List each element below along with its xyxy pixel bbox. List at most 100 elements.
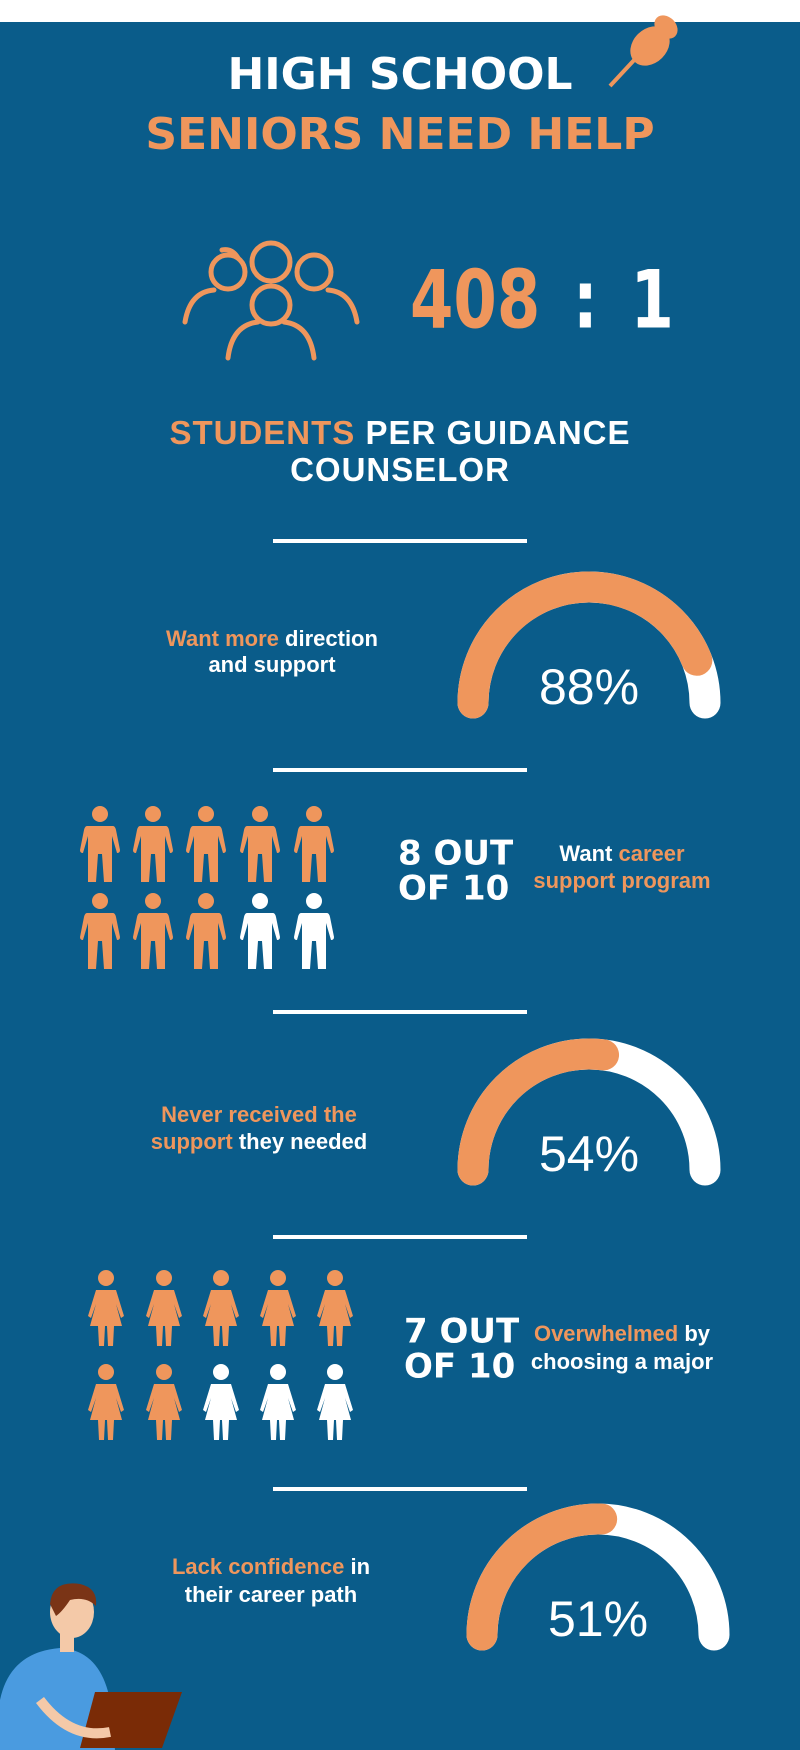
section-text: support program	[533, 868, 710, 893]
person-icon	[146, 1364, 182, 1440]
person-head	[252, 893, 268, 909]
person-icon	[260, 1270, 296, 1346]
caption-line: STUDENTS PER GUIDANCE	[169, 414, 630, 451]
section-text: Never received the	[161, 1102, 357, 1127]
section-text: Overwhelmed by	[534, 1321, 711, 1346]
ratio-right: 1	[631, 252, 674, 346]
section-text-segment: Never received the	[161, 1102, 357, 1127]
section-text-segment: by	[684, 1321, 710, 1346]
person-head	[145, 893, 161, 909]
caption-line-segment: PER GUIDANCE	[365, 414, 630, 451]
section-text-segment: and support	[208, 652, 336, 677]
person-icon	[240, 893, 280, 969]
person-body	[294, 826, 334, 882]
caption-line: COUNSELOR	[290, 451, 510, 488]
person-body	[317, 1384, 353, 1440]
person-body	[203, 1384, 239, 1440]
person-icon	[146, 1270, 182, 1346]
section-text: and support	[208, 652, 336, 677]
person-body	[186, 913, 226, 969]
person-icon	[240, 806, 280, 882]
illustration-student	[0, 1583, 182, 1750]
person-icon	[186, 893, 226, 969]
person-body	[317, 1290, 353, 1346]
gauge-label: 51%	[548, 1591, 648, 1647]
person-icon	[133, 806, 173, 882]
section-text-segment: Want	[559, 841, 613, 866]
person-head	[213, 1364, 229, 1380]
person-body	[80, 826, 120, 882]
person-body	[186, 826, 226, 882]
person-icon	[317, 1270, 353, 1346]
person-head	[327, 1364, 343, 1380]
person-body	[133, 826, 173, 882]
person-icon	[80, 806, 120, 882]
person-icon	[294, 806, 334, 882]
section-text: Want more direction	[166, 626, 378, 651]
person-body	[133, 913, 173, 969]
section-text-segment: career	[619, 841, 686, 866]
section-text-segment: choosing a major	[531, 1349, 714, 1374]
caption-line-segment: STUDENTS	[169, 414, 355, 451]
person-head	[327, 1270, 343, 1286]
person-head	[156, 1270, 172, 1286]
person-head	[98, 1270, 114, 1286]
person-icon	[80, 893, 120, 969]
person-head	[198, 893, 214, 909]
person-body	[146, 1384, 182, 1440]
ratio-separator: :	[573, 252, 598, 346]
person-body	[88, 1290, 124, 1346]
title-line-2: SENIORS NEED HELP	[145, 109, 654, 160]
stat-line: OF 10	[404, 1347, 515, 1387]
section-text-segment: support	[151, 1129, 234, 1154]
title-line-1: HIGH SCHOOL	[227, 49, 572, 100]
person-head	[306, 806, 322, 822]
person-icon	[203, 1270, 239, 1346]
section-text-segment: their career path	[185, 1582, 357, 1607]
pushpin	[608, 15, 678, 88]
section-text: choosing a major	[531, 1349, 714, 1374]
person-body	[260, 1290, 296, 1346]
background	[0, 22, 800, 1750]
section-text-segment: support program	[533, 868, 710, 893]
person-icon	[133, 893, 173, 969]
person-head	[92, 806, 108, 822]
caption-line-segment: COUNSELOR	[290, 451, 510, 488]
person-head	[98, 1364, 114, 1380]
section-text: Lack confidence in	[172, 1554, 370, 1579]
person-body	[88, 1384, 124, 1440]
section-text: Want career	[559, 841, 685, 866]
person-head	[198, 806, 214, 822]
stat-line: 8 OUT	[398, 834, 514, 874]
person-head	[270, 1364, 286, 1380]
person-icon	[88, 1364, 124, 1440]
section-text-segment: Lack confidence	[172, 1554, 344, 1579]
stat-line: 7 OUT	[404, 1312, 520, 1352]
section-text-segment: they needed	[239, 1129, 367, 1154]
person-head	[156, 1364, 172, 1380]
gauge-label: 88%	[539, 659, 639, 715]
stat-line: OF 10	[398, 869, 509, 909]
person-head	[145, 806, 161, 822]
ratio: 408 : 1	[410, 252, 674, 346]
people-group-icon	[182, 240, 360, 361]
person-body	[203, 1290, 239, 1346]
gauge-arc	[466, 1503, 618, 1651]
gauge-label: 54%	[539, 1126, 639, 1182]
person-body	[294, 913, 334, 969]
person-head	[92, 893, 108, 909]
section-text-segment: in	[350, 1554, 370, 1579]
person-icon	[294, 893, 334, 969]
section-text-segment: Want more	[166, 626, 279, 651]
person-body	[146, 1290, 182, 1346]
person-head	[213, 1270, 229, 1286]
person-head	[270, 1270, 286, 1286]
gauge-arc	[457, 571, 713, 719]
person-icon	[88, 1270, 124, 1346]
person-icon	[260, 1364, 296, 1440]
person-icon	[203, 1364, 239, 1440]
ratio-left: 408	[410, 252, 540, 346]
person-body	[260, 1384, 296, 1440]
person-body	[240, 913, 280, 969]
person-head	[252, 806, 268, 822]
